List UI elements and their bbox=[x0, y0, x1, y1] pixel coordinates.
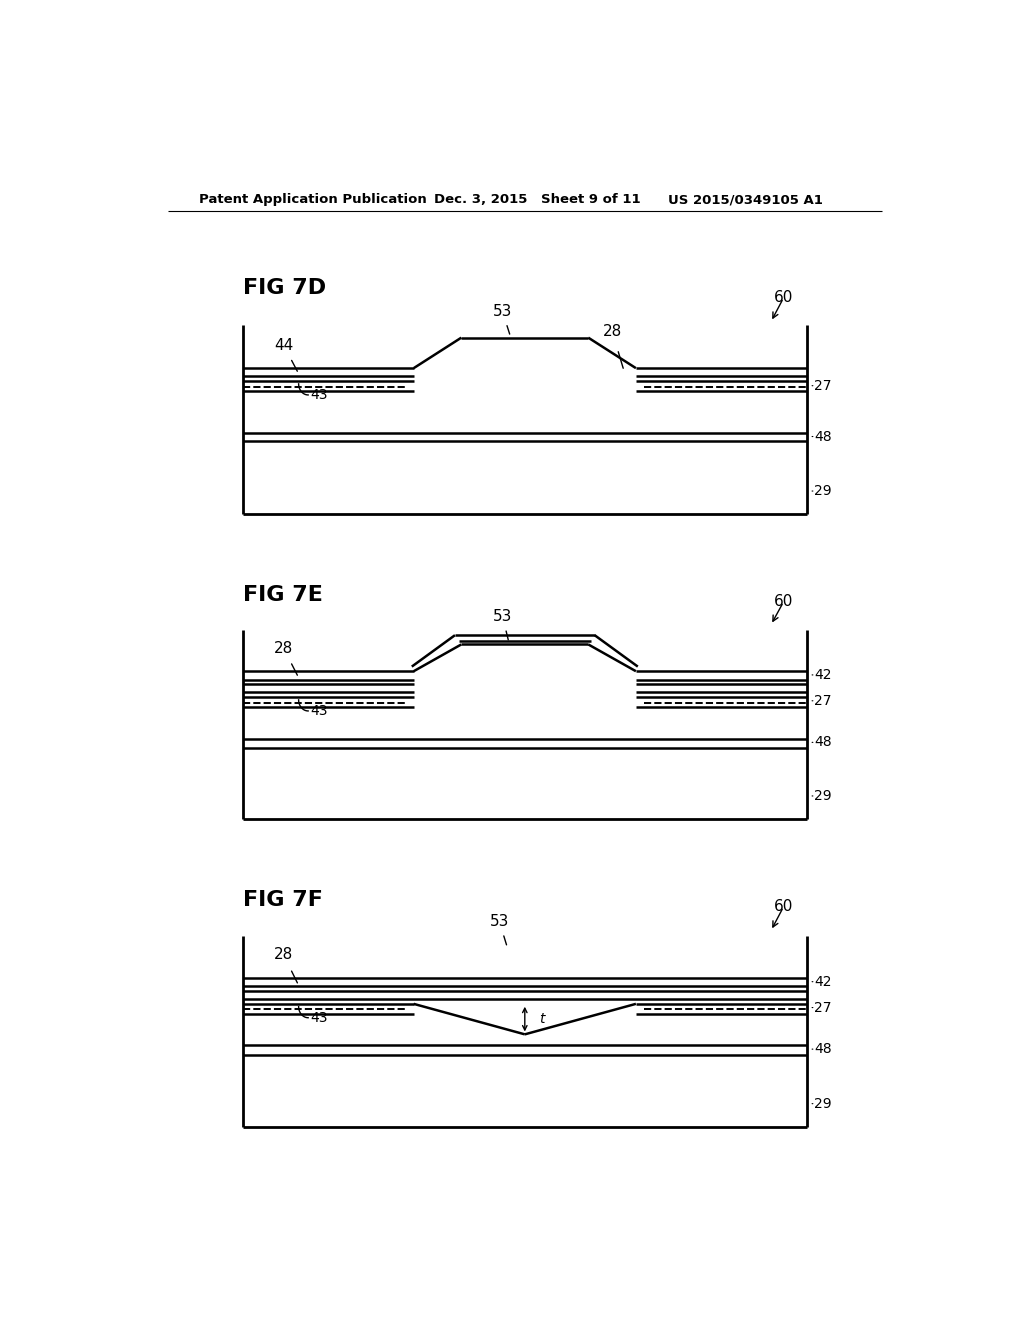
Text: 53: 53 bbox=[489, 915, 509, 929]
Text: 43: 43 bbox=[310, 704, 328, 718]
Text: 27: 27 bbox=[814, 379, 831, 393]
Text: 28: 28 bbox=[602, 323, 622, 339]
Text: 29: 29 bbox=[814, 1097, 833, 1110]
Text: 48: 48 bbox=[814, 735, 833, 750]
Text: 53: 53 bbox=[493, 305, 512, 319]
Text: Patent Application Publication: Patent Application Publication bbox=[200, 194, 427, 206]
Text: 29: 29 bbox=[814, 484, 833, 498]
Text: 48: 48 bbox=[814, 1041, 833, 1056]
Text: US 2015/0349105 A1: US 2015/0349105 A1 bbox=[668, 194, 822, 206]
Text: 28: 28 bbox=[274, 948, 293, 962]
Text: 60: 60 bbox=[774, 899, 794, 915]
Text: 60: 60 bbox=[774, 290, 794, 305]
Text: 48: 48 bbox=[814, 429, 833, 444]
Text: 28: 28 bbox=[274, 640, 293, 656]
Text: 29: 29 bbox=[814, 789, 833, 803]
Text: FIG 7F: FIG 7F bbox=[243, 891, 323, 911]
Text: 27: 27 bbox=[814, 1001, 831, 1015]
Text: 60: 60 bbox=[774, 594, 794, 610]
Text: 43: 43 bbox=[310, 388, 328, 403]
Text: FIG 7D: FIG 7D bbox=[243, 277, 327, 298]
Text: 42: 42 bbox=[814, 668, 831, 682]
Text: Sheet 9 of 11: Sheet 9 of 11 bbox=[541, 194, 640, 206]
Text: FIG 7E: FIG 7E bbox=[243, 585, 323, 605]
Text: Dec. 3, 2015: Dec. 3, 2015 bbox=[433, 194, 527, 206]
Text: 27: 27 bbox=[814, 694, 831, 708]
Text: t: t bbox=[539, 1012, 545, 1026]
Text: 53: 53 bbox=[493, 610, 512, 624]
Text: 42: 42 bbox=[814, 974, 831, 989]
Text: 43: 43 bbox=[310, 1011, 328, 1024]
Text: 44: 44 bbox=[274, 338, 293, 352]
